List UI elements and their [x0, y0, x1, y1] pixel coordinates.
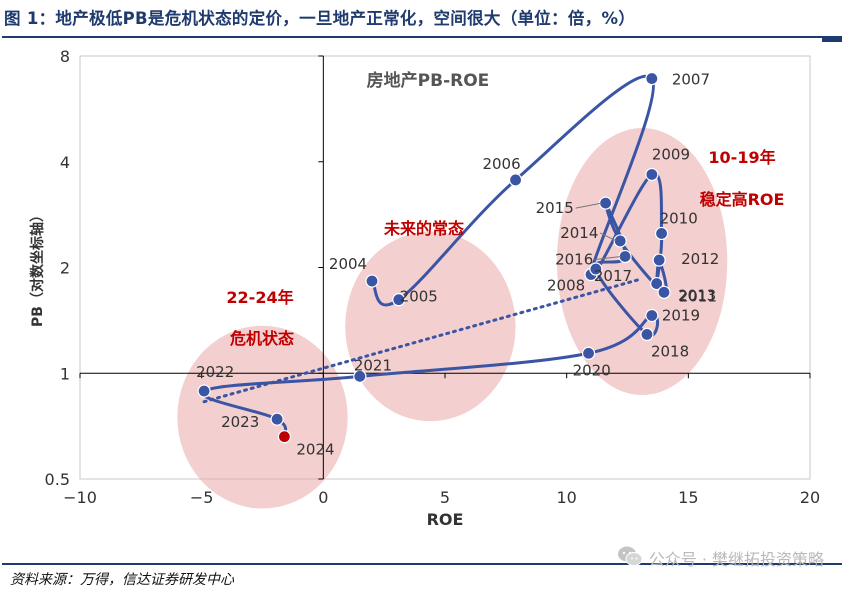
x-tick-label: 10 [556, 488, 576, 507]
region-future [345, 231, 516, 422]
year-label-2019: 2019 [662, 307, 700, 325]
year-label-2008: 2008 [547, 277, 585, 295]
y-axis-title: PB（对数坐标轴） [29, 208, 46, 327]
source-note: 资料来源：万得，信达证券研发中心 [10, 572, 234, 588]
year-label-2015: 2015 [536, 199, 574, 217]
data-point-2012 [652, 253, 666, 267]
region-crisis [177, 325, 348, 509]
data-point-2011 [650, 276, 664, 291]
year-label-2004: 2004 [329, 255, 367, 273]
leader-line-2016 [595, 255, 622, 260]
data-point-2007 [645, 71, 659, 86]
data-point-2009 [645, 167, 659, 182]
year-label-2010: 2010 [660, 209, 698, 227]
watermark-text: 公众号 · 樊继拓投资策略 [648, 550, 824, 569]
wechat-icon [617, 545, 643, 576]
year-label-2006: 2006 [482, 155, 520, 173]
year-label-2011: 2011 [679, 288, 717, 306]
year-label-2007: 2007 [672, 71, 710, 89]
plot-border [79, 55, 811, 480]
year-label-2012: 2012 [681, 250, 719, 268]
y-tick-label: 1 [60, 364, 70, 383]
x-tick-label: 0 [318, 488, 328, 507]
y-tick-label: 2 [60, 259, 70, 278]
leader-line-2015 [575, 202, 602, 209]
data-point-2023 [270, 412, 284, 426]
region-stable [556, 128, 728, 396]
data-point-2024 [277, 430, 291, 444]
leader-line-2014 [599, 232, 617, 242]
y-tick-label: 4 [60, 153, 70, 172]
data-point-2004 [365, 274, 379, 288]
x-tick-label: 20 [800, 488, 820, 507]
data-point-2010 [654, 226, 669, 241]
year-label-2005: 2005 [400, 288, 438, 306]
title-rule [2, 36, 842, 38]
annotation-5: 稳定高ROE [700, 190, 785, 209]
x-axis-title: ROE [427, 510, 464, 529]
annotation-4: 10-19年 [708, 148, 775, 167]
y-tick-label: 0.5 [45, 470, 70, 489]
trend-line [202, 277, 642, 404]
data-point-2017 [589, 262, 603, 276]
annotation-3: 未来的常态 [383, 219, 464, 238]
year-label-2022: 2022 [196, 363, 234, 381]
year-label-2017: 2017 [594, 267, 632, 285]
year-label-2014: 2014 [560, 224, 598, 242]
data-point-2021 [353, 369, 367, 383]
year-label-2021: 2021 [354, 356, 392, 374]
year-label-2013: 2013 [678, 286, 716, 304]
x-tick-label: 15 [678, 488, 698, 507]
year-label-2018: 2018 [651, 342, 689, 360]
data-point-2020 [581, 346, 596, 360]
annotation-1: 22-24年 [226, 288, 293, 307]
footer-rule [2, 563, 842, 565]
data-point-2005 [392, 293, 406, 307]
x-tick-label: −5 [190, 488, 214, 507]
title-rule-tick [822, 38, 842, 42]
data-point-2018 [640, 327, 654, 342]
data-point-2022 [197, 384, 211, 398]
data-point-2013 [657, 285, 671, 299]
x-tick-label: 5 [440, 488, 450, 507]
watermark: 公众号 · 樊继拓投资策略 [617, 545, 824, 573]
data-point-2006 [508, 173, 523, 187]
y-tick-label: 8 [60, 47, 70, 66]
year-label-2024: 2024 [296, 441, 334, 459]
year-label-2016: 2016 [555, 250, 593, 268]
x-tick-label: −10 [63, 488, 97, 507]
chart-title: 房地产PB-ROE [367, 70, 490, 91]
data-point-2014 [613, 234, 627, 248]
figure-title: 图 1：地产极低PB是危机状态的定价，一旦地产正常化，空间很大（单位：倍，%） [4, 9, 636, 28]
year-label-2020: 2020 [573, 361, 611, 379]
annotation-2: 危机状态 [230, 329, 294, 348]
data-point-2019 [645, 308, 659, 323]
year-label-2009: 2009 [652, 145, 690, 163]
year-label-2023: 2023 [221, 413, 259, 431]
